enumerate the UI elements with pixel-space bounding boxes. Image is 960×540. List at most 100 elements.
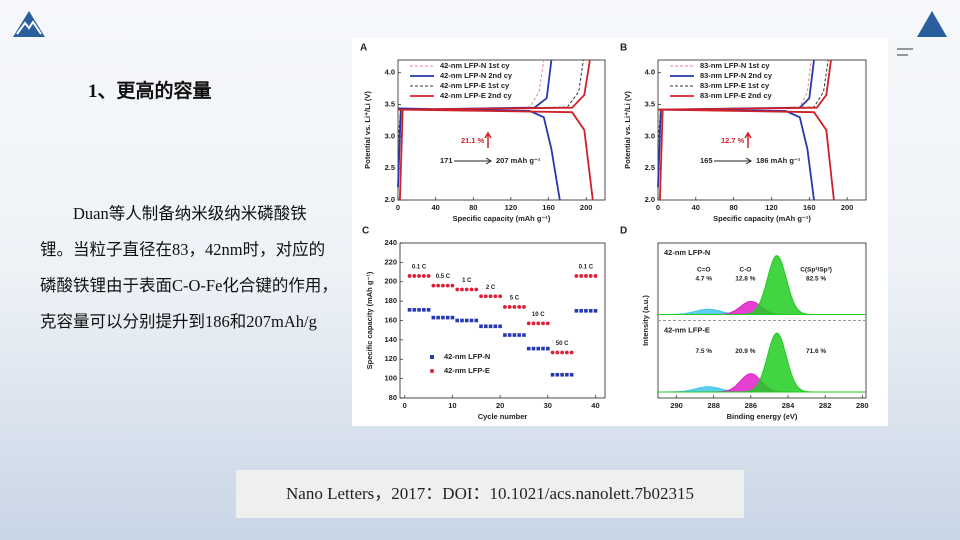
y-tick-label: 180 xyxy=(384,296,397,305)
point xyxy=(412,274,417,278)
x-tick-label: 0 xyxy=(396,203,400,212)
rate-label: 50 C xyxy=(556,341,569,347)
rate-label: 5 C xyxy=(510,296,520,302)
point xyxy=(593,309,598,313)
point xyxy=(588,274,593,278)
point xyxy=(555,372,560,377)
point xyxy=(531,346,536,351)
point xyxy=(493,294,498,299)
point xyxy=(517,305,522,309)
point xyxy=(445,283,450,288)
x-axis-label: Binding energy (eV) xyxy=(727,412,798,421)
point xyxy=(541,321,545,326)
point xyxy=(412,308,417,312)
arrow xyxy=(714,157,752,165)
arrow xyxy=(744,131,752,148)
rate-label: 0.1 C xyxy=(579,265,594,271)
point xyxy=(431,283,436,288)
point xyxy=(479,324,483,329)
x-tick-label: 200 xyxy=(841,203,854,212)
point xyxy=(407,308,412,312)
x-tick-label: 288 xyxy=(707,401,720,410)
component-share: 4.7 % xyxy=(695,276,712,283)
x-tick-label: 80 xyxy=(729,203,737,212)
x-axis-label: Specific capacity (mAh g⁻¹) xyxy=(453,214,551,223)
x-tick-label: 0 xyxy=(403,401,407,410)
point xyxy=(426,274,431,278)
y-tick-label: 3.5 xyxy=(385,100,395,109)
x-tick-label: 0 xyxy=(656,203,660,212)
x-tick-label: 40 xyxy=(692,203,700,212)
y-axis-label: Potential vs. Li⁺/Li (V) xyxy=(623,91,632,169)
panel-letter: B xyxy=(620,43,627,54)
point xyxy=(512,305,517,309)
point xyxy=(464,287,469,292)
legend-swatch xyxy=(430,355,434,359)
point xyxy=(536,346,541,351)
point xyxy=(474,318,479,323)
x-tick-label: 30 xyxy=(544,401,552,410)
y-tick-label: 4.0 xyxy=(645,68,655,77)
component-share: 71.6 % xyxy=(806,348,826,355)
y-tick-label: 120 xyxy=(384,354,397,363)
slide-title: 1、更高的容量 xyxy=(88,81,212,102)
legend-label: 42-nm LFP-E 1st cy xyxy=(440,81,510,90)
gain-label: 12.7 % xyxy=(721,136,745,145)
legend-label: 83-nm LFP-E 2nd cy xyxy=(700,91,773,100)
legend-label: 42-nm LFP-N 1st cy xyxy=(440,61,510,70)
y-tick-label: 200 xyxy=(384,277,397,286)
point xyxy=(584,309,588,313)
logo xyxy=(917,11,947,37)
legend-label: 83-nm LFP-E 1st cy xyxy=(700,81,770,90)
y-tick-label: 2.5 xyxy=(645,163,655,172)
sample-label: 42-nm LFP-N xyxy=(664,248,710,257)
sample-label: 42-nm LFP-E xyxy=(664,325,710,334)
component-label: C(Sp²/Sp³) xyxy=(800,267,832,274)
x-axis-label: Specific capacity (mAh g⁻¹) xyxy=(713,214,811,223)
y-tick-label: 3.0 xyxy=(645,131,655,140)
y-tick-label: 2.5 xyxy=(385,163,395,172)
x-axis-label: Cycle number xyxy=(478,412,528,421)
point xyxy=(588,309,593,313)
rate-label: 2 C xyxy=(486,285,496,291)
point xyxy=(436,283,441,288)
point xyxy=(545,321,550,326)
legend-label: 42-nm LFP-E xyxy=(444,366,490,375)
point xyxy=(536,321,541,326)
curve xyxy=(397,59,584,143)
y-tick-label: 160 xyxy=(384,315,397,324)
curve xyxy=(657,59,835,201)
point xyxy=(460,318,464,323)
point xyxy=(522,305,526,309)
peak xyxy=(658,255,866,315)
x-tick-label: 120 xyxy=(765,203,778,212)
point xyxy=(564,350,569,355)
x-tick-label: 10 xyxy=(448,401,456,410)
from-label: 171 xyxy=(440,156,453,165)
point xyxy=(493,324,498,329)
y-tick-label: 4.0 xyxy=(385,68,395,77)
point xyxy=(531,321,536,326)
point xyxy=(507,305,512,309)
point xyxy=(421,274,426,278)
point xyxy=(417,274,421,278)
x-tick-label: 286 xyxy=(745,401,758,410)
to-label: 207 mAh g⁻¹ xyxy=(496,156,541,165)
gain-label: 21.1 % xyxy=(461,136,485,145)
component-share: 20.9 % xyxy=(735,348,755,355)
legend-swatch xyxy=(430,369,434,373)
point xyxy=(455,287,460,292)
y-tick-label: 140 xyxy=(384,335,397,344)
point xyxy=(584,274,588,278)
rate-label: 10 C xyxy=(532,312,545,318)
x-tick-label: 280 xyxy=(856,401,869,410)
point xyxy=(526,321,531,326)
point xyxy=(574,309,579,313)
y-tick-label: 80 xyxy=(389,393,397,402)
point xyxy=(441,283,445,288)
point xyxy=(483,294,488,299)
x-tick-label: 160 xyxy=(803,203,816,212)
point xyxy=(488,324,493,329)
